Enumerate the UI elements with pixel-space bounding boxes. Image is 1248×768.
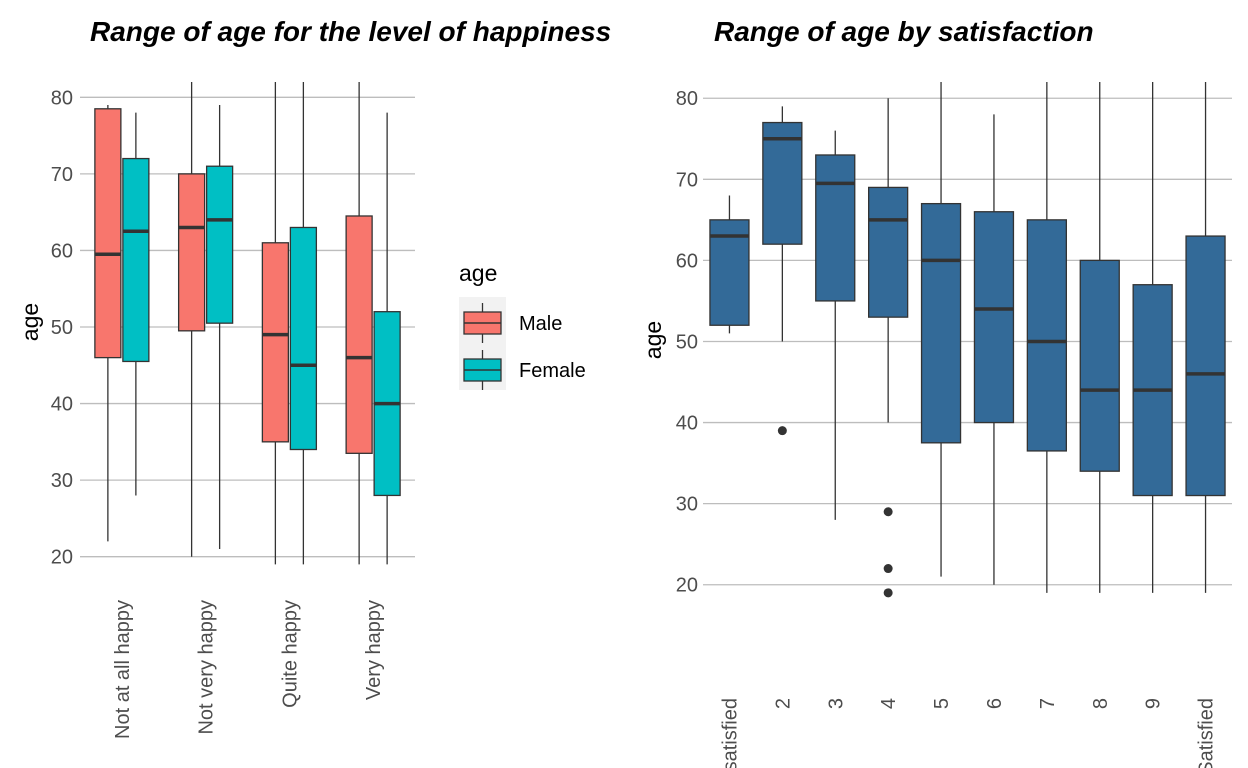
left-x-tick-label: Not very happy: [196, 600, 218, 735]
box-female: [289, 82, 318, 565]
box-body: [261, 242, 290, 443]
right-y-tick-label: 40: [676, 413, 698, 435]
left-x-tick-label: Very happy: [363, 600, 385, 700]
box-2: [762, 106, 803, 436]
right-y-tick-label: 80: [676, 88, 698, 110]
right-x-tick-label: 3: [825, 698, 847, 709]
left-boxes: [94, 82, 401, 565]
box-3: [815, 130, 856, 520]
box-body: [177, 173, 206, 332]
left-x-tick-label: Not at all happy: [112, 600, 134, 739]
chart-right: 20 30 40 50 60 70 80 Dissatisfied 2 3 4 5 6 7 8 9 Satis…: [640, 16, 1232, 768]
box-8: [1079, 82, 1120, 593]
left-y-ticks: 20 30 40 50 60 70 80: [51, 87, 73, 568]
left-y-tick-label: 20: [51, 547, 73, 569]
box-male: [261, 82, 290, 565]
right-x-tick-label: 2: [772, 698, 794, 709]
box-body: [122, 157, 150, 363]
box-female: [122, 112, 150, 496]
left-y-tick-label: 60: [51, 240, 73, 262]
right-y-tick-label: 30: [676, 494, 698, 516]
left-y-tick-label: 50: [51, 317, 73, 339]
box-female: [373, 112, 401, 565]
box-body: [345, 215, 373, 454]
box-9: [1132, 82, 1173, 593]
legend-label: Male: [519, 313, 562, 335]
box-4: [868, 98, 909, 598]
left-y-tick-label: 30: [51, 470, 73, 492]
outlier-point: [883, 588, 893, 598]
right-y-axis-title: age: [640, 321, 666, 359]
legend-label: Female: [519, 360, 586, 382]
box-female: [205, 104, 234, 550]
box-body: [1079, 259, 1120, 472]
left-y-tick-label: 40: [51, 394, 73, 416]
box-5: [920, 82, 962, 577]
right-y-tick-label: 60: [676, 250, 698, 272]
outlier-point: [883, 507, 893, 517]
right-x-ticks: Dissatisfied 2 3 4 5 6 7 8 9 Satisfied: [719, 698, 1217, 768]
box-male: [177, 82, 206, 557]
box-body: [1185, 235, 1226, 497]
left-y-tick-label: 70: [51, 164, 73, 186]
right-y-ticks: 20 30 40 50 60 70 80: [676, 88, 698, 597]
left-x-tick-label: Quite happy: [279, 600, 301, 708]
box-1: [709, 195, 750, 334]
chart-left: 20 30 40 50 60 70 80 Not at all happy Not very …: [17, 16, 611, 739]
right-boxes: [709, 82, 1226, 598]
box-10: [1185, 82, 1226, 593]
left-legend: age Male Female: [459, 260, 586, 390]
left-y-tick-label: 80: [51, 87, 73, 109]
box-7: [1026, 82, 1067, 593]
right-y-tick-label: 50: [676, 331, 698, 353]
legend-key-female: [463, 350, 502, 390]
right-x-tick-label: Dissatisfied: [719, 698, 741, 768]
left-y-axis-title: age: [17, 303, 43, 341]
legend-key-male: [463, 303, 502, 343]
outlier-point: [777, 426, 787, 436]
right-y-tick-label: 20: [676, 575, 698, 597]
box-6: [973, 114, 1015, 585]
left-chart-title: Range of age for the level of happiness: [90, 16, 611, 47]
box-body: [973, 211, 1015, 424]
legend-title: age: [459, 260, 497, 286]
right-x-tick-label: 5: [931, 698, 953, 709]
outlier-point: [883, 564, 893, 574]
right-x-tick-label: 8: [1090, 698, 1112, 709]
left-x-ticks: Not at all happy Not very happy Quite happ…: [112, 600, 385, 739]
right-x-tick-label: 6: [984, 698, 1006, 709]
box-male: [345, 82, 373, 565]
box-body: [205, 165, 234, 324]
box-body: [1026, 219, 1067, 452]
right-x-tick-label: Satisfied: [1196, 698, 1218, 768]
right-x-tick-label: 7: [1037, 698, 1059, 709]
right-y-tick-label: 70: [676, 169, 698, 191]
box-body: [815, 154, 856, 302]
right-x-tick-label: 9: [1143, 698, 1165, 709]
box-body: [920, 202, 962, 444]
box-body: [289, 226, 318, 451]
box-male: [94, 104, 122, 542]
right-chart-title: Range of age by satisfaction: [714, 16, 1094, 47]
box-body: [94, 108, 122, 359]
box-body: [762, 121, 803, 245]
right-x-tick-label: 4: [878, 698, 900, 709]
box-body: [868, 186, 909, 318]
